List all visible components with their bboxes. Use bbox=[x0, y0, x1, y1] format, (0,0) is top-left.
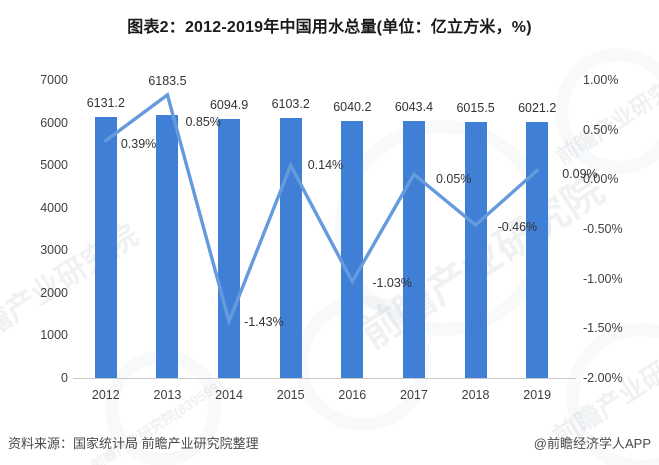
x-axis-tick: 2015 bbox=[276, 388, 305, 402]
x-axis-tick: 2017 bbox=[400, 388, 428, 402]
bar bbox=[526, 121, 549, 378]
bar bbox=[402, 120, 425, 378]
bar-value-label: 6131.2 bbox=[86, 95, 125, 110]
x-axis-tick: 2014 bbox=[215, 388, 243, 402]
line-value-label: -0.46% bbox=[497, 220, 538, 235]
x-axis-tick: 2013 bbox=[153, 388, 182, 402]
line-value-label: 0.05% bbox=[435, 172, 472, 187]
y-axis-left-tick: 3000 bbox=[40, 243, 68, 258]
y-axis-right-tick: -0.50% bbox=[583, 222, 623, 236]
bar-value-label: 6103.2 bbox=[271, 97, 310, 112]
line-value-label: 0.39% bbox=[120, 136, 157, 151]
bar bbox=[218, 118, 241, 378]
chart-title: 图表2：2012-2019年中国用水总量(单位：亿立方米，%) bbox=[127, 19, 532, 36]
line-value-label: 0.09% bbox=[562, 167, 598, 182]
bar-value-label: 6183.5 bbox=[148, 73, 187, 88]
y-axis-right-tick: 1.00% bbox=[583, 73, 619, 87]
y-axis-right-tick: -2.00% bbox=[583, 371, 623, 385]
bar bbox=[341, 120, 364, 378]
bar bbox=[464, 121, 487, 378]
x-axis-tick: 2016 bbox=[338, 388, 367, 402]
y-axis-right-tick: 0.00% bbox=[583, 172, 619, 187]
y-axis-left-tick: 7000 bbox=[40, 73, 68, 87]
y-axis-right-tick: 0.50% bbox=[583, 122, 619, 137]
y-axis-left-tick: 4000 bbox=[40, 200, 68, 215]
footer-source: 资料来源：国家统计局 前瞻产业研究院整理 bbox=[8, 436, 259, 451]
footer-credit: @前瞻经济学人APP bbox=[533, 436, 651, 451]
line-value-label: 0.85% bbox=[185, 114, 221, 129]
y-axis-right-tick: -1.50% bbox=[583, 321, 623, 336]
bar-value-label: 6021.2 bbox=[518, 100, 557, 115]
x-axis-tick: 2018 bbox=[461, 388, 490, 402]
line-value-label: -1.03% bbox=[372, 275, 412, 290]
bar bbox=[94, 116, 117, 378]
line-value-label: 0.14% bbox=[307, 158, 344, 173]
bar-value-label: 6040.2 bbox=[333, 99, 372, 114]
x-axis-baseline bbox=[73, 378, 576, 379]
y-axis-left-tick: 1000 bbox=[40, 328, 68, 343]
y-axis-right-tick: -1.00% bbox=[583, 271, 623, 286]
x-axis-tick: 2012 bbox=[91, 388, 120, 402]
bar bbox=[279, 118, 302, 378]
x-axis-tick: 2019 bbox=[523, 388, 552, 402]
bar-value-label: 6094.9 bbox=[209, 97, 249, 112]
y-axis-left-tick: 5000 bbox=[40, 158, 68, 173]
y-axis-left-tick: 0 bbox=[61, 371, 68, 385]
watermark-logo-ring bbox=[555, 48, 659, 174]
y-axis-left-tick: 2000 bbox=[40, 285, 68, 300]
line-value-label: -1.43% bbox=[244, 315, 284, 330]
bar-value-label: 6043.4 bbox=[394, 99, 434, 114]
y-axis-left-tick: 6000 bbox=[40, 115, 68, 130]
bar-value-label: 6015.5 bbox=[456, 100, 495, 115]
bar bbox=[156, 114, 179, 378]
